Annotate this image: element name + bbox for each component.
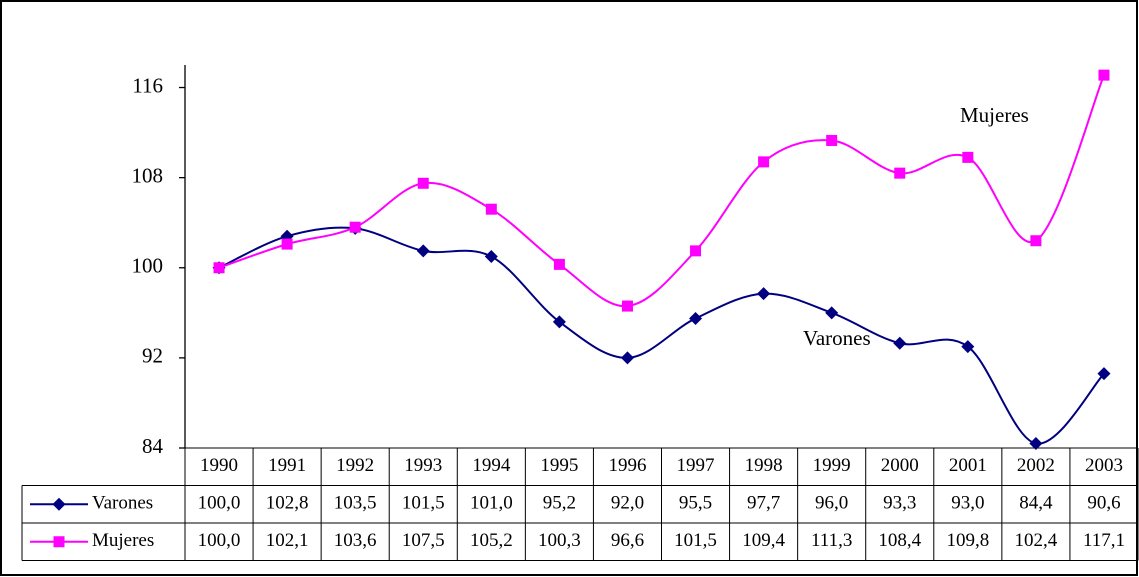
marker: [621, 300, 633, 312]
marker: [825, 306, 839, 320]
table-value: 102,8: [266, 493, 309, 514]
marker: [552, 315, 566, 329]
y-tick-label: 116: [132, 73, 163, 97]
marker: [962, 151, 974, 163]
x-tick-label: 1991: [268, 455, 306, 476]
marker: [213, 262, 225, 274]
table-value: 111,3: [811, 530, 852, 551]
y-tick-label: 108: [132, 163, 164, 187]
marker: [1097, 367, 1111, 381]
y-tick-label: 92: [142, 344, 163, 368]
x-tick-label: 2002: [1017, 455, 1055, 476]
legend-label: Mujeres: [92, 530, 154, 551]
marker: [485, 203, 497, 215]
table-value: 95,5: [679, 493, 712, 514]
x-tick-label: 2001: [949, 455, 987, 476]
table-value: 93,3: [883, 493, 916, 514]
x-tick-label: 1999: [813, 455, 851, 476]
marker: [826, 134, 838, 146]
x-tick-label: 2000: [881, 455, 919, 476]
marker: [416, 244, 430, 258]
series-line: [218, 226, 1105, 445]
table-value: 117,1: [1083, 530, 1125, 551]
x-tick-label: 1995: [540, 455, 578, 476]
marker: [1029, 436, 1043, 450]
x-tick-label: 1997: [677, 455, 715, 476]
table-value: 90,6: [1087, 493, 1120, 514]
table-value: 92,0: [611, 493, 644, 514]
table-value: 100,0: [198, 530, 241, 551]
marker: [961, 340, 975, 354]
x-tick-label: 2003: [1085, 455, 1123, 476]
table-value: 103,6: [334, 530, 377, 551]
table-value: 107,5: [402, 530, 445, 551]
marker: [758, 156, 770, 168]
table-value: 100,3: [538, 530, 581, 551]
annotation: Varones: [803, 326, 871, 350]
x-tick-label: 1996: [608, 455, 646, 476]
table-value: 105,2: [470, 530, 513, 551]
marker: [349, 221, 361, 233]
table-value: 93,0: [951, 493, 984, 514]
marker: [281, 238, 293, 250]
x-tick-label: 1993: [404, 455, 442, 476]
marker: [690, 245, 702, 257]
marker: [689, 311, 703, 325]
x-tick-label: 1992: [336, 455, 374, 476]
table-value: 84,4: [1019, 493, 1053, 514]
marker: [1098, 69, 1110, 81]
table-value: 100,0: [198, 493, 241, 514]
marker: [893, 336, 907, 350]
x-tick-label: 1990: [200, 455, 238, 476]
table-value: 97,7: [747, 493, 780, 514]
legend-marker: [52, 497, 66, 511]
table-value: 101,0: [470, 493, 513, 514]
x-tick-label: 1998: [745, 455, 783, 476]
y-tick-label: 100: [132, 254, 164, 278]
table-value: 96,0: [815, 493, 848, 514]
table-value: 101,5: [402, 493, 445, 514]
marker: [757, 287, 771, 301]
table-value: 108,4: [878, 530, 921, 551]
table-value: 101,5: [674, 530, 717, 551]
annotation: Mujeres: [960, 103, 1029, 127]
table-value: 109,4: [742, 530, 785, 551]
marker: [484, 250, 498, 263]
table-value: 96,6: [611, 530, 644, 551]
table-value: 102,4: [1015, 530, 1058, 551]
y-tick-label: 84: [142, 434, 164, 458]
marker: [417, 177, 429, 189]
x-tick-label: 1994: [472, 455, 511, 476]
legend-label: Varones: [92, 493, 153, 514]
marker: [894, 167, 906, 179]
table-value: 109,8: [946, 530, 989, 551]
table-value: 95,2: [543, 493, 576, 514]
table-value: 102,1: [266, 530, 309, 551]
marker: [1030, 235, 1042, 247]
table-value: 103,5: [334, 493, 377, 514]
legend-marker: [53, 536, 65, 548]
marker: [553, 258, 565, 270]
marker: [620, 351, 634, 365]
